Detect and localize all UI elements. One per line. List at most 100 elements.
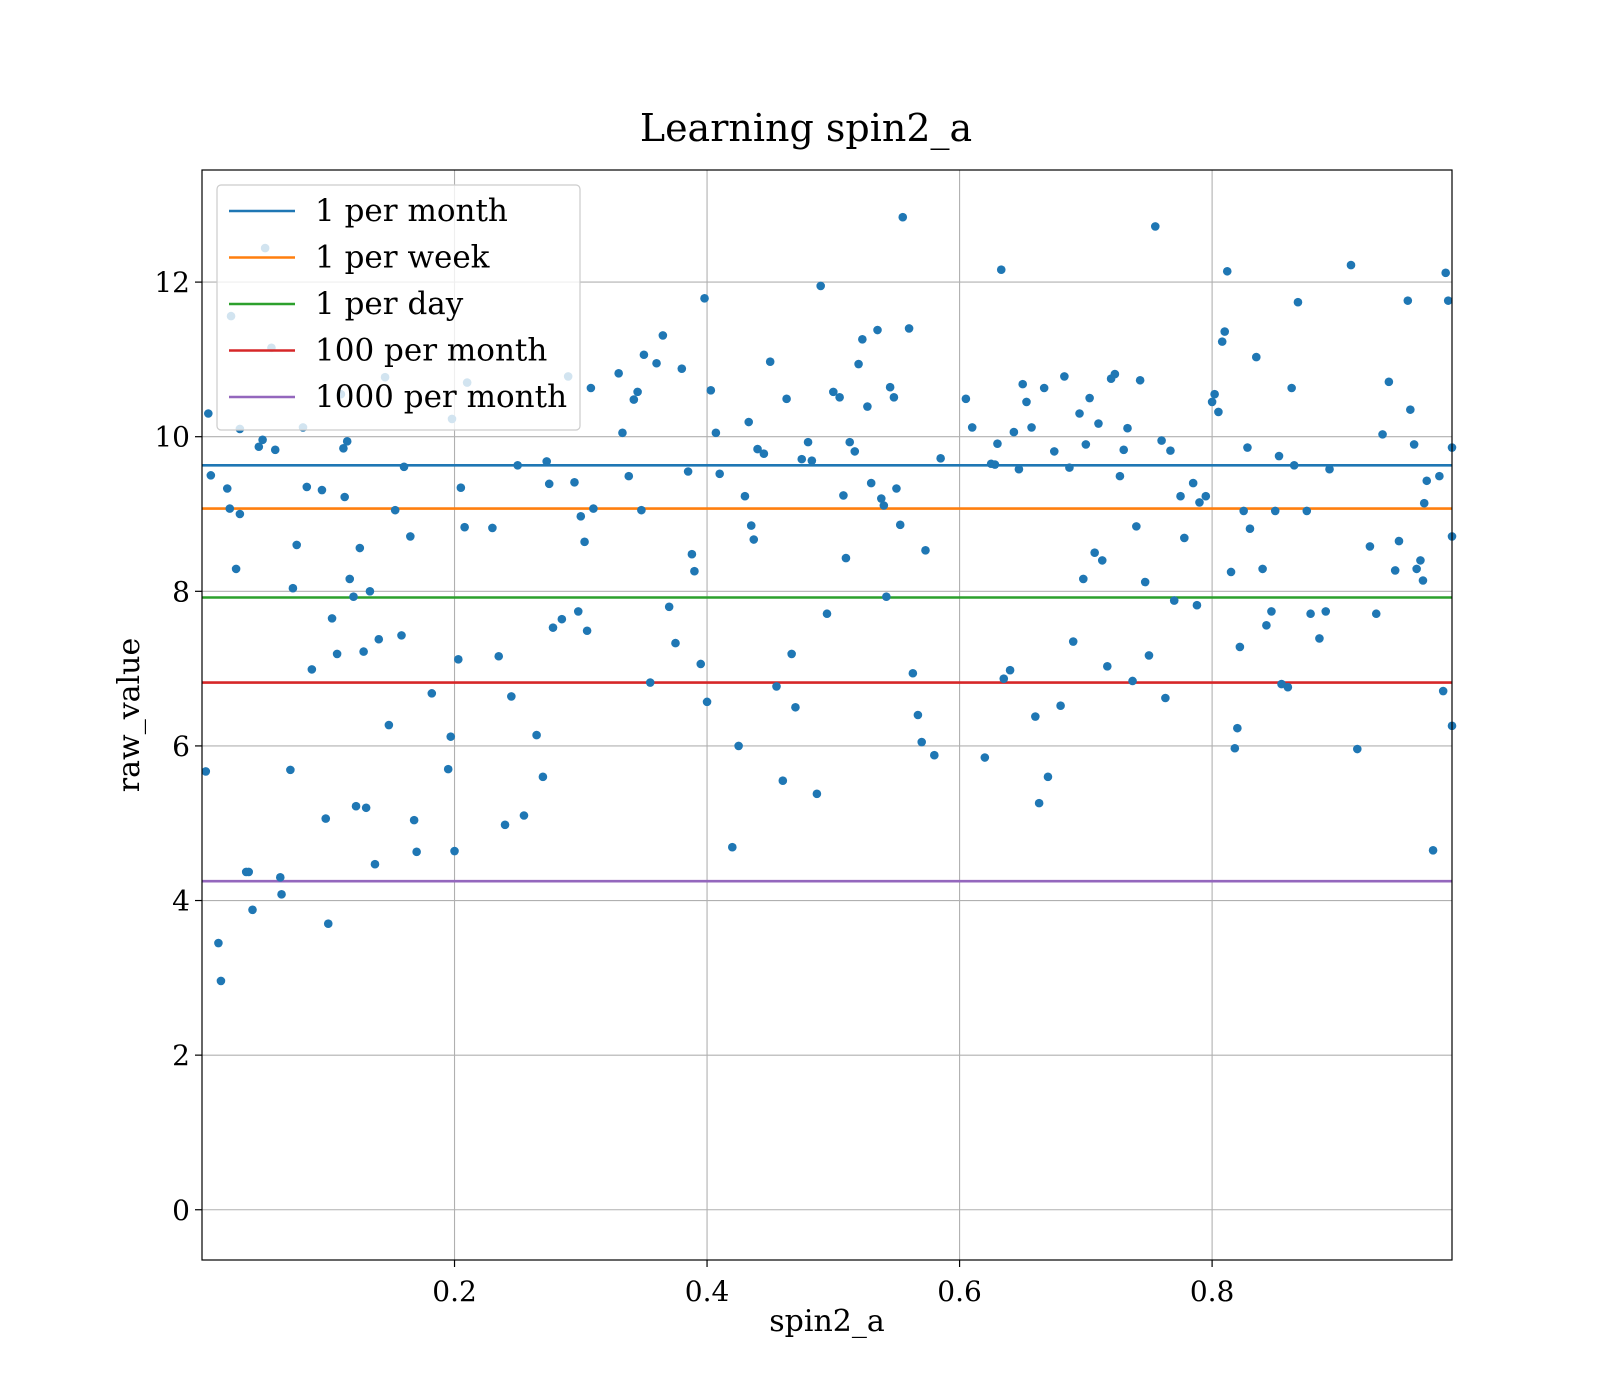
scatter-point <box>1090 548 1099 557</box>
legend-label: 1000 per month <box>315 379 567 415</box>
scatter-point <box>292 540 301 550</box>
scatter-point <box>782 394 791 404</box>
scatter-point <box>201 767 211 776</box>
scatter-point <box>1094 419 1103 428</box>
scatter-point <box>1353 744 1362 754</box>
scatter-point <box>532 730 541 740</box>
scatter-point <box>749 535 759 544</box>
scatter-point <box>570 478 579 487</box>
y-axis-label: raw_value <box>112 638 147 792</box>
scatter-point <box>1214 407 1223 417</box>
scatter-point <box>586 383 596 393</box>
scatter-point <box>349 592 358 602</box>
scatter-point <box>765 357 775 367</box>
scatter-point <box>1034 798 1044 808</box>
scatter-point <box>317 485 327 495</box>
scatter-point <box>1325 464 1334 474</box>
scatter-point <box>456 483 466 493</box>
scatter-point <box>1262 621 1271 630</box>
scatter-point <box>1222 266 1232 276</box>
scatter-point <box>399 462 409 472</box>
scatter-point <box>917 737 926 747</box>
scatter-point <box>1005 665 1015 675</box>
scatter-point <box>1418 576 1428 585</box>
scatter-point <box>1009 427 1019 437</box>
scatter-point <box>342 437 352 446</box>
scatter-point <box>829 387 838 397</box>
scatter-point <box>1412 564 1421 574</box>
legend-label: 1 per week <box>315 240 490 276</box>
scatter-point <box>734 741 743 751</box>
scatter-point <box>1245 524 1255 533</box>
scatter-point <box>1192 600 1202 610</box>
scatter-point <box>728 842 737 852</box>
scatter-point <box>1157 436 1166 445</box>
scatter-point <box>1132 522 1141 531</box>
scatter-point <box>1119 445 1129 455</box>
scatter-point <box>885 382 895 392</box>
scatter-point <box>1075 409 1084 418</box>
x-axis-ticks: 0.2 0.4 0.6 0.8 <box>432 1260 1234 1308</box>
x-tick-label: 0.2 <box>432 1275 477 1308</box>
scatter-point <box>1115 471 1125 481</box>
scatter-point <box>235 509 245 519</box>
legend-label: 1 per month <box>315 193 508 229</box>
scatter-point <box>1293 297 1303 307</box>
scatter-point <box>1027 423 1036 432</box>
scatter-point <box>390 505 400 515</box>
scatter-point <box>1166 446 1175 455</box>
scatter-point <box>839 491 848 500</box>
scatter-point <box>1217 337 1227 346</box>
scatter-point <box>744 417 754 427</box>
scatter-point <box>816 281 825 291</box>
scatter-point <box>345 574 355 584</box>
scatter-point <box>1110 369 1120 379</box>
scatter-point <box>1180 533 1189 543</box>
scatter-point <box>753 444 762 454</box>
scatter-point <box>365 587 375 596</box>
scatter-point <box>1267 607 1276 616</box>
scatter-point <box>639 350 649 360</box>
scatter-point <box>1270 506 1280 516</box>
scatter-point <box>1068 637 1078 646</box>
scatter-point <box>936 454 945 463</box>
scatter-point <box>690 566 699 576</box>
scatter-point <box>803 437 813 447</box>
scatter-point <box>876 494 886 503</box>
scatter-point <box>961 394 971 404</box>
scatter-point <box>1233 723 1242 733</box>
scatter-point <box>778 776 788 786</box>
scatter-point <box>967 423 977 432</box>
scatter-point <box>1022 397 1031 407</box>
scatter-point <box>1239 506 1248 516</box>
scatter-point <box>645 678 655 687</box>
scatter-point <box>409 815 419 825</box>
scatter-point <box>332 649 342 659</box>
scatter-point <box>427 689 437 698</box>
scatter-point <box>397 631 406 640</box>
y-tick-label: 10 <box>154 421 190 454</box>
scatter-point <box>879 501 889 510</box>
scatter-point <box>677 364 687 373</box>
scatter-point <box>500 820 510 830</box>
scatter-point <box>370 859 380 869</box>
scatter-point <box>913 710 923 720</box>
scatter-point <box>812 789 822 799</box>
scatter-point <box>1060 372 1069 381</box>
scatter-point <box>1161 693 1170 703</box>
scatter-point <box>1031 712 1040 721</box>
scatter-point <box>696 659 706 669</box>
scatter-point <box>1207 397 1217 407</box>
scatter-point <box>637 505 646 515</box>
scatter-point <box>1302 506 1312 516</box>
scatter-point <box>1403 296 1413 305</box>
scatter-point <box>850 447 860 456</box>
scatter-point <box>787 649 796 659</box>
scatter-point <box>1056 701 1065 711</box>
scatter-point <box>582 626 592 636</box>
scatter-point <box>384 720 394 730</box>
scatter-point <box>1128 676 1137 686</box>
scatter-point <box>1097 556 1107 565</box>
scatter-point <box>1210 389 1219 399</box>
scatter-point <box>1384 377 1394 387</box>
